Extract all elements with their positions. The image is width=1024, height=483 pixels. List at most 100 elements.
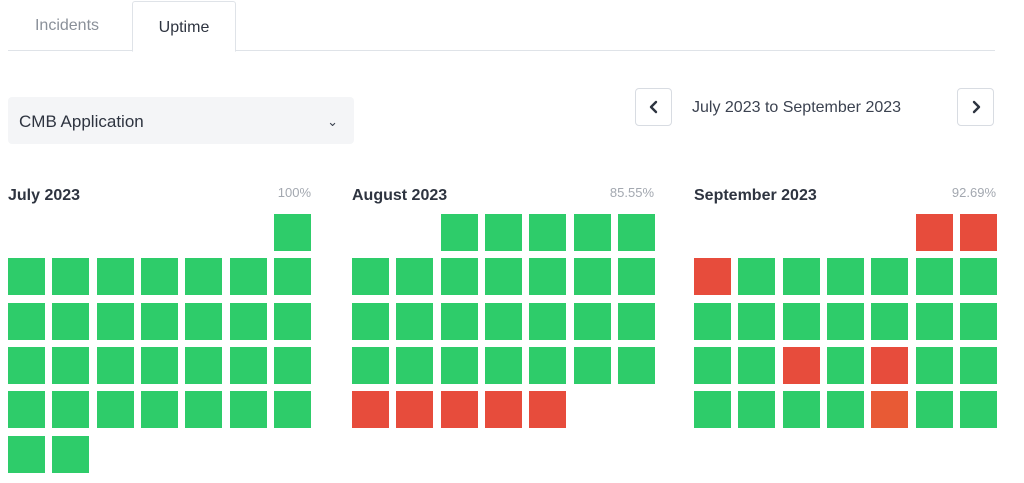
day-cell[interactable]: [97, 303, 134, 340]
month-uptime-percent: 92.69%: [951, 185, 996, 200]
day-cell[interactable]: [230, 258, 267, 295]
day-cell[interactable]: [871, 391, 908, 428]
day-cell[interactable]: [352, 303, 389, 340]
day-cell[interactable]: [396, 303, 433, 340]
day-cell[interactable]: [441, 303, 478, 340]
day-cell[interactable]: [230, 303, 267, 340]
day-cell[interactable]: [52, 347, 89, 384]
day-cell[interactable]: [52, 436, 89, 473]
day-cell[interactable]: [185, 391, 222, 428]
day-cell[interactable]: [871, 347, 908, 384]
day-cell[interactable]: [529, 214, 566, 251]
next-range-button[interactable]: [957, 88, 994, 126]
day-cell[interactable]: [485, 214, 522, 251]
day-cell[interactable]: [574, 347, 611, 384]
day-cell[interactable]: [230, 347, 267, 384]
day-cell[interactable]: [441, 214, 478, 251]
day-cell[interactable]: [916, 391, 953, 428]
previous-range-button[interactable]: [635, 88, 672, 126]
day-cell[interactable]: [738, 347, 775, 384]
day-cell[interactable]: [52, 258, 89, 295]
day-cell[interactable]: [738, 258, 775, 295]
day-cell[interactable]: [185, 347, 222, 384]
day-cell[interactable]: [396, 258, 433, 295]
day-cell[interactable]: [230, 391, 267, 428]
day-cell[interactable]: [485, 347, 522, 384]
day-cell[interactable]: [871, 258, 908, 295]
day-cell[interactable]: [916, 214, 953, 251]
day-cell[interactable]: [783, 303, 820, 340]
day-cell[interactable]: [141, 303, 178, 340]
day-cell[interactable]: [694, 258, 731, 295]
day-cell[interactable]: [8, 258, 45, 295]
day-cell[interactable]: [783, 347, 820, 384]
day-cell[interactable]: [8, 303, 45, 340]
day-cell[interactable]: [274, 214, 311, 251]
day-cell[interactable]: [694, 347, 731, 384]
day-cell[interactable]: [52, 391, 89, 428]
day-cell[interactable]: [916, 347, 953, 384]
day-cell[interactable]: [8, 436, 45, 473]
tab-uptime[interactable]: Uptime: [132, 1, 236, 52]
tab-bar: Incidents Uptime: [8, 0, 995, 52]
day-cell[interactable]: [960, 214, 997, 251]
day-cell[interactable]: [916, 258, 953, 295]
day-cell[interactable]: [871, 303, 908, 340]
day-cell[interactable]: [783, 258, 820, 295]
day-cell[interactable]: [960, 258, 997, 295]
day-cell[interactable]: [694, 391, 731, 428]
tab-incidents[interactable]: Incidents: [34, 17, 100, 34]
day-cell[interactable]: [574, 303, 611, 340]
day-cell[interactable]: [694, 303, 731, 340]
day-cell[interactable]: [274, 258, 311, 295]
day-cell[interactable]: [529, 391, 566, 428]
day-cell[interactable]: [618, 347, 655, 384]
day-cell[interactable]: [352, 391, 389, 428]
day-cell[interactable]: [960, 303, 997, 340]
day-cell[interactable]: [529, 347, 566, 384]
day-cell[interactable]: [827, 303, 864, 340]
day-cell[interactable]: [783, 391, 820, 428]
day-cell[interactable]: [529, 258, 566, 295]
day-cell[interactable]: [738, 303, 775, 340]
day-cell[interactable]: [618, 258, 655, 295]
day-cell[interactable]: [529, 303, 566, 340]
day-cell[interactable]: [352, 258, 389, 295]
day-cell[interactable]: [141, 391, 178, 428]
day-cell[interactable]: [441, 258, 478, 295]
day-cell[interactable]: [396, 347, 433, 384]
day-cell[interactable]: [141, 347, 178, 384]
day-cell[interactable]: [8, 391, 45, 428]
component-select[interactable]: CMB Application ⌄: [8, 97, 354, 144]
day-cell[interactable]: [485, 303, 522, 340]
day-cell[interactable]: [352, 347, 389, 384]
day-cell[interactable]: [274, 303, 311, 340]
day-cell[interactable]: [396, 391, 433, 428]
day-cell[interactable]: [827, 391, 864, 428]
day-cell[interactable]: [441, 347, 478, 384]
day-cell[interactable]: [185, 303, 222, 340]
day-cell[interactable]: [827, 258, 864, 295]
day-cell[interactable]: [618, 303, 655, 340]
day-cell[interactable]: [916, 303, 953, 340]
day-cell[interactable]: [274, 347, 311, 384]
day-cell[interactable]: [960, 347, 997, 384]
day-cell[interactable]: [52, 303, 89, 340]
day-cell[interactable]: [441, 391, 478, 428]
day-cell[interactable]: [141, 258, 178, 295]
day-cell[interactable]: [97, 391, 134, 428]
day-cell[interactable]: [97, 258, 134, 295]
day-cell[interactable]: [827, 347, 864, 384]
day-cell[interactable]: [97, 347, 134, 384]
day-cell[interactable]: [485, 258, 522, 295]
day-cell[interactable]: [618, 214, 655, 251]
day-cell[interactable]: [485, 391, 522, 428]
day-cell[interactable]: [185, 258, 222, 295]
chevron-left-icon: [649, 100, 658, 114]
day-cell[interactable]: [738, 391, 775, 428]
day-cell[interactable]: [8, 347, 45, 384]
day-cell[interactable]: [574, 214, 611, 251]
day-cell[interactable]: [574, 258, 611, 295]
day-cell[interactable]: [960, 391, 997, 428]
day-cell[interactable]: [274, 391, 311, 428]
